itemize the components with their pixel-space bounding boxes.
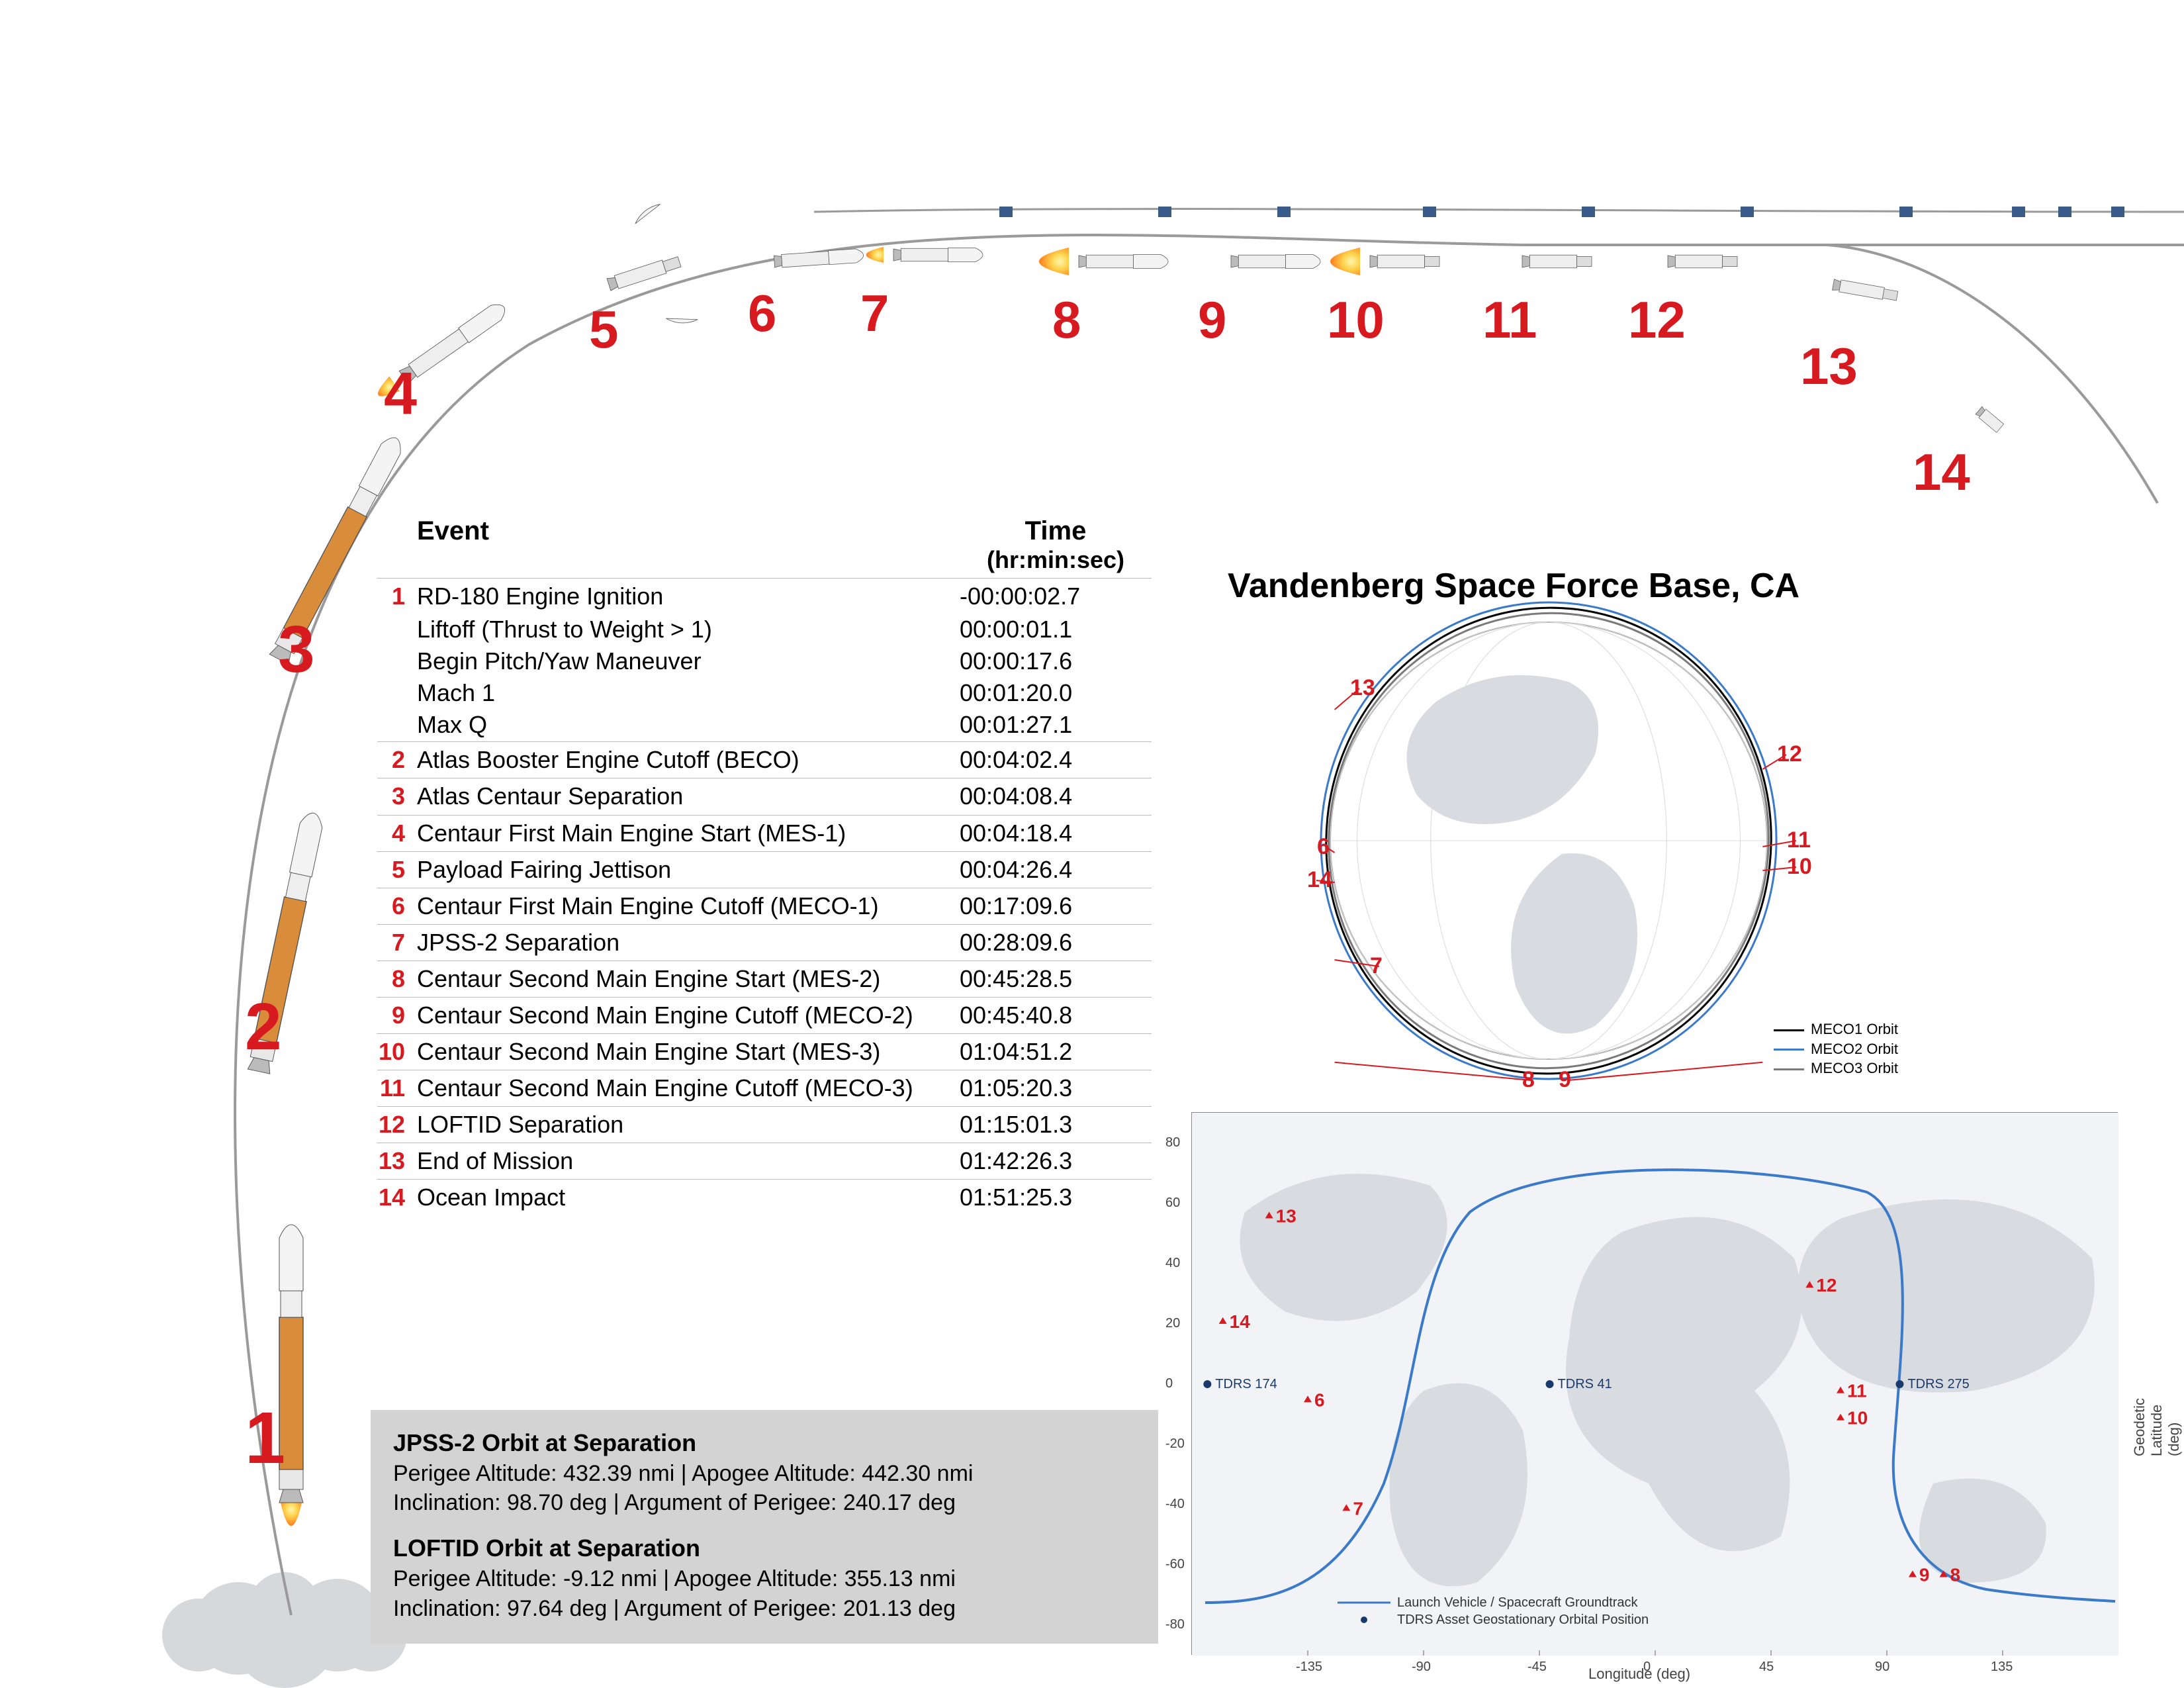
jpss-orbit-line1: Perigee Altitude: 432.39 nmi | Apogee Al… [393,1459,1136,1489]
globe-legend: MECO1 OrbitMECO2 OrbitMECO3 Orbit [1774,1019,1898,1078]
map-event-label: 9 [1919,1565,1930,1585]
map-ytick: -20 [1165,1436,1185,1452]
map-event-label: 6 [1314,1389,1325,1410]
tdrs-label: TDRS 275 [1907,1377,1969,1391]
table-header-time-1: Time [960,516,1152,546]
table-row: 8Centaur Second Main Engine Start (MES-2… [377,961,1152,997]
map-event-label: 14 [1230,1311,1251,1332]
table-subrow: Max Q00:01:27.1 [377,710,1152,741]
table-row: 1RD-180 Engine Ignition-00:00:02.7 [377,578,1152,614]
rocket-icon [866,247,983,263]
event-marker: 5 [589,300,619,359]
event-marker: 9 [1198,291,1226,349]
jpss-orbit-line2: Inclination: 98.70 deg | Argument of Per… [393,1488,1136,1518]
loftid-orbit-title: LOFTID Orbit at Separation [393,1532,1136,1564]
table-subrow: Liftoff (Thrust to Weight > 1)00:00:01.1 [377,614,1152,646]
map-xtick: 90 [1875,1660,1889,1675]
svg-text:TDRS Asset Geostationary Orbit: TDRS Asset Geostationary Orbital Positio… [1397,1613,1649,1627]
map-xtick: -90 [1412,1660,1431,1675]
event-marker: 6 [748,284,776,342]
event-marker: 2 [245,990,282,1064]
map-ytick: 0 [1165,1376,1173,1391]
event-marker: 10 [1327,291,1385,349]
rocket-icon [1330,248,1439,275]
event-marker: 12 [1628,291,1686,349]
table-header-time-2: (hr:min:sec) [960,546,1152,574]
rocket-icon [279,1225,303,1526]
table-row: 7JPSS-2 Separation00:28:09.6 [377,924,1152,961]
map-xtick: 135 [1991,1660,2013,1675]
table-row: 3Atlas Centaur Separation00:04:08.4 [377,778,1152,814]
map-event-label: 10 [1847,1408,1868,1429]
table-row: 12LOFTID Separation01:15:01.3 [377,1106,1152,1143]
legend-item: MECO1 Orbit [1774,1019,1898,1039]
event-marker: 8 [1052,291,1081,349]
table-row: 2Atlas Booster Engine Cutoff (BECO)00:04… [377,741,1152,778]
map-ytick: -60 [1165,1557,1185,1572]
table-row: 6Centaur First Main Engine Cutoff (MECO-… [377,888,1152,924]
table-row: 5Payload Fairing Jettison00:04:26.4 [377,851,1152,888]
map-xtick: -45 [1527,1660,1547,1675]
table-row: 14Ocean Impact01:51:25.3 [377,1179,1152,1215]
map-event-label: 7 [1353,1498,1363,1519]
map-ytick: 20 [1165,1316,1180,1331]
event-marker: 14 [1913,443,1970,501]
svg-text:Launch Vehicle / Spacecraft Gr: Launch Vehicle / Spacecraft Groundtrack [1397,1595,1639,1610]
map-xtick: 45 [1759,1660,1774,1675]
map-ytick: -80 [1165,1617,1185,1632]
jpss-orbit-title: JPSS-2 Orbit at Separation [393,1427,1136,1459]
event-marker: 4 [384,361,417,427]
rocket-icon [1231,255,1320,269]
map-ytick: -40 [1165,1497,1185,1512]
rocket-icon [1039,248,1168,275]
table-subrow: Begin Pitch/Yaw Maneuver00:00:17.6 [377,646,1152,678]
table-header-event: Event [417,516,960,574]
map-event-label: 12 [1816,1275,1837,1295]
map-ytick: 40 [1165,1256,1180,1271]
loftid-orbit-line2: Inclination: 97.64 deg | Argument of Per… [393,1594,1136,1624]
map-event-label: 8 [1950,1565,1961,1585]
map-xlabel: Longitude (deg) [1588,1665,1690,1683]
event-marker: 7 [860,284,889,342]
table-row: 9Centaur Second Main Engine Cutoff (MECO… [377,997,1152,1033]
orbit-info-box: JPSS-2 Orbit at Separation Perigee Altit… [371,1410,1158,1644]
table-row: 4Centaur First Main Engine Start (MES-1)… [377,815,1152,851]
rocket-icon [1976,406,2004,433]
map-ytick: 80 [1165,1135,1180,1150]
globe-title: Vandenberg Space Force Base, CA [1228,566,1799,606]
groundtrack-map: 13 14 6 7 12 11 10 98 TDRS 174 TDRS 41 TDRS 275 Lau… [1191,1112,2118,1655]
table-row: 13End of Mission01:42:26.3 [377,1143,1152,1179]
rocket-icon [1668,255,1737,268]
map-event-label: 11 [1847,1381,1867,1401]
map-ylabel: Geodetic Latitude (deg) [2131,1398,2183,1456]
tdrs-label: TDRS 174 [1215,1377,1277,1391]
event-marker: 1 [245,1397,285,1479]
rocket-icon [1522,255,1592,268]
loftid-orbit-line1: Perigee Altitude: -9.12 nmi | Apogee Alt… [393,1564,1136,1594]
event-marker: 13 [1800,337,1858,395]
legend-item: MECO2 Orbit [1774,1039,1898,1059]
table-subrow: Mach 100:01:20.0 [377,678,1152,710]
tdrs-label: TDRS 41 [1558,1377,1612,1391]
table-row: 10Centaur Second Main Engine Start (MES-… [377,1033,1152,1070]
event-marker: 3 [278,612,315,686]
table-row: 11Centaur Second Main Engine Cutoff (MEC… [377,1070,1152,1106]
map-xtick: -135 [1296,1660,1322,1675]
rocket-icon [1832,279,1898,302]
event-marker: 11 [1482,291,1537,349]
map-ytick: 60 [1165,1196,1180,1211]
event-table: Event Time (hr:min:sec) 1RD-180 Engine I… [377,516,1152,1215]
legend-item: MECO3 Orbit [1774,1058,1898,1078]
map-event-label: 13 [1276,1205,1297,1226]
